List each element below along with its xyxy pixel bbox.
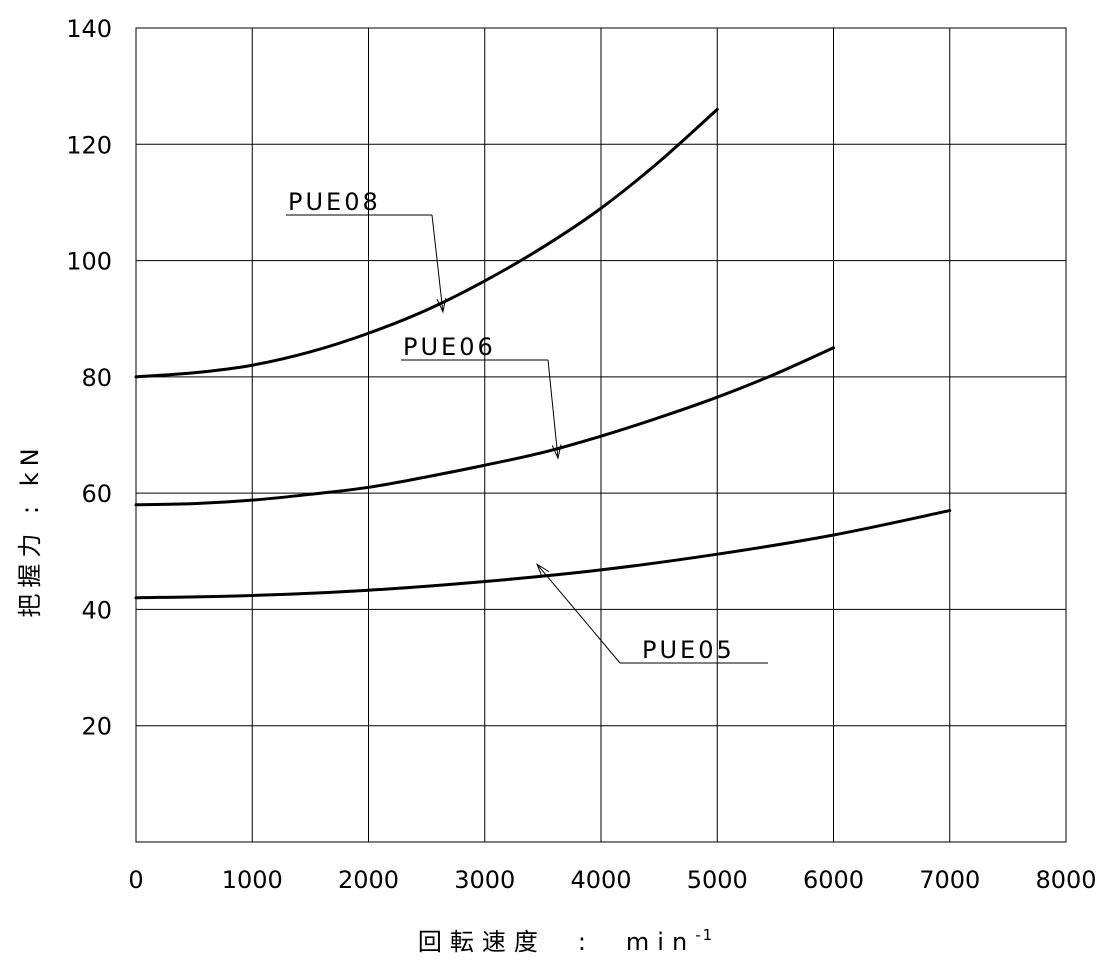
- leader-line: [547, 359, 559, 459]
- y-tick-label: 140: [66, 15, 112, 43]
- y-tick-labels: 20 40 60 80 100 120 140: [66, 15, 112, 741]
- x-tick-label: 5000: [687, 866, 748, 894]
- leader-line: [431, 214, 444, 312]
- grid: [135, 27, 1067, 843]
- x-axis-title: 回転速度 : min-1: [418, 926, 714, 956]
- series-curve-pue05: [134, 509, 952, 600]
- series-label: PUE08: [288, 188, 381, 216]
- y-tick-label: 80: [81, 364, 112, 392]
- annotation-pue08: PUE08: [286, 188, 447, 314]
- y-axis-title: 把握力 : kN: [16, 442, 44, 617]
- y-tick-label: 120: [66, 131, 112, 159]
- x-tick-label: 1000: [222, 866, 283, 894]
- x-tick-label: 2000: [338, 866, 399, 894]
- arrowhead: [551, 444, 562, 460]
- y-tick-label: 20: [81, 713, 112, 741]
- annotation-pue05: PUE05: [536, 563, 768, 664]
- leader-line: [536, 563, 621, 664]
- x-axis-title-main: 回転速度 : min: [418, 928, 695, 956]
- y-tick-label: 60: [81, 480, 112, 508]
- arrowhead: [436, 298, 447, 314]
- series-curve-pue06: [134, 346, 835, 507]
- series-label: PUE05: [642, 636, 735, 664]
- series-curves: [134, 107, 952, 600]
- x-tick-label: 3000: [454, 866, 515, 894]
- x-tick-label: 4000: [570, 866, 631, 894]
- series-annotations: PUE08 PUE06 PUE05: [286, 188, 768, 664]
- annotation-pue06: PUE06: [401, 333, 562, 460]
- series-curve-pue08: [134, 107, 719, 379]
- arrowhead: [536, 563, 550, 578]
- x-tick-label: 6000: [803, 866, 864, 894]
- x-tick-label: 0: [128, 866, 143, 894]
- x-axis-title-exponent: -1: [695, 926, 714, 944]
- x-tick-labels: 0 1000 2000 3000 4000 5000 6000 7000 8000: [128, 866, 1096, 894]
- y-tick-label: 100: [66, 248, 112, 276]
- y-tick-label: 40: [81, 596, 112, 624]
- x-tick-label: 7000: [919, 866, 980, 894]
- x-tick-label: 8000: [1035, 866, 1096, 894]
- series-label: PUE06: [403, 333, 496, 361]
